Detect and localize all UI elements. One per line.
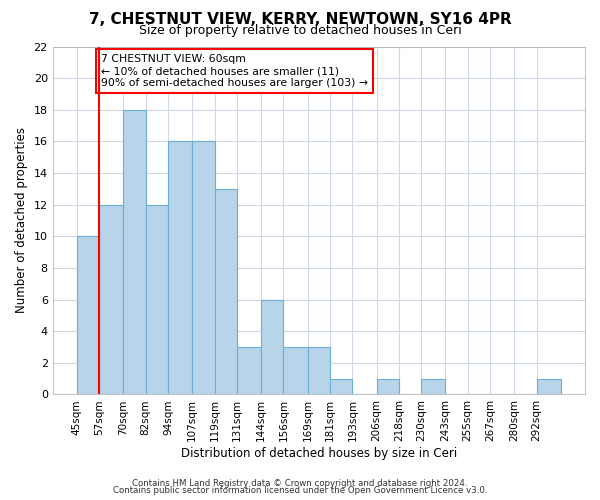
Bar (421, 378, 445, 394)
Text: Contains public sector information licensed under the Open Government Licence v3: Contains public sector information licen… (113, 486, 487, 495)
Bar (330, 378, 352, 394)
Bar (99, 204, 124, 394)
Bar (377, 378, 399, 394)
X-axis label: Distribution of detached houses by size in Ceri: Distribution of detached houses by size … (181, 447, 457, 460)
Bar (308, 347, 330, 395)
Bar (192, 142, 215, 394)
Bar (168, 142, 192, 394)
Text: Size of property relative to detached houses in Ceri: Size of property relative to detached ho… (139, 24, 461, 37)
Bar (77, 236, 99, 394)
Text: 7 CHESTNUT VIEW: 60sqm
← 10% of detached houses are smaller (11)
90% of semi-det: 7 CHESTNUT VIEW: 60sqm ← 10% of detached… (101, 54, 368, 88)
Bar (237, 347, 261, 395)
Text: Contains HM Land Registry data © Crown copyright and database right 2024.: Contains HM Land Registry data © Crown c… (132, 478, 468, 488)
Bar (146, 204, 168, 394)
Text: 7, CHESTNUT VIEW, KERRY, NEWTOWN, SY16 4PR: 7, CHESTNUT VIEW, KERRY, NEWTOWN, SY16 4… (89, 12, 511, 28)
Bar (124, 110, 146, 395)
Y-axis label: Number of detached properties: Number of detached properties (15, 128, 28, 314)
Bar (283, 347, 308, 395)
Bar (536, 378, 561, 394)
Bar (215, 189, 237, 394)
Bar (261, 300, 283, 394)
